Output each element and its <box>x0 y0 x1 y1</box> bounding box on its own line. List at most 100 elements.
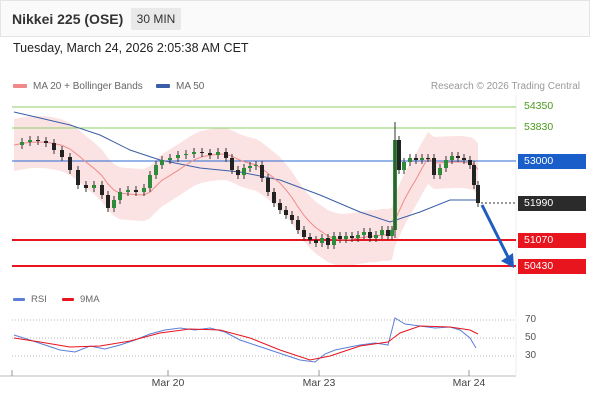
candle-body <box>208 153 212 155</box>
candle-body <box>468 160 472 165</box>
candle-body <box>118 192 122 200</box>
candle-body <box>476 185 480 203</box>
instrument-title: Nikkei 225 (OSE) <box>12 11 124 27</box>
candle-body <box>92 185 96 188</box>
rsi-level-70: 70 <box>525 314 537 325</box>
candle-body <box>154 165 158 175</box>
legend-rsi-ma: 9MA <box>62 294 100 305</box>
candle-body <box>248 166 252 168</box>
candle-body <box>52 143 56 150</box>
rsi-line <box>13 317 477 363</box>
candle-body <box>200 152 204 153</box>
legend-ma20-label: MA 20 + Bollinger Bands <box>33 81 143 92</box>
rsi-ma-line <box>13 325 479 361</box>
chart-header: Nikkei 225 (OSE) 30 MIN <box>0 0 590 37</box>
candle-body <box>266 178 270 192</box>
candle-body <box>84 185 88 188</box>
legend-ma50-label: MA 50 <box>176 81 205 92</box>
candle-body <box>420 158 424 160</box>
forecast-arrow-head <box>501 253 514 268</box>
candle-body <box>230 158 234 170</box>
bollinger-band-fill <box>14 116 478 266</box>
level-53830: 53830 <box>524 121 554 133</box>
candle-body <box>126 190 130 192</box>
ma20-swatch <box>13 84 27 89</box>
candle-body <box>100 185 104 195</box>
candle-body <box>272 192 276 203</box>
candle-body <box>20 142 24 145</box>
legend-ma20: MA 20 + Bollinger Bands <box>13 81 143 92</box>
candle-body <box>308 237 312 240</box>
level-51070-badge: 51070 <box>518 233 586 248</box>
legend-rsi-label: RSI <box>31 294 47 305</box>
candle-body <box>414 158 418 160</box>
candle-body <box>278 203 282 210</box>
candle-body <box>320 238 324 243</box>
candle-body <box>344 236 348 239</box>
candle-body <box>184 154 188 155</box>
rsi-level-50: 50 <box>525 332 537 343</box>
candle-body <box>380 230 384 235</box>
rsi-level-30: 30 <box>525 350 537 361</box>
candle-body <box>192 152 196 154</box>
xaxis-label-mar23: Mar 23 <box>302 377 336 389</box>
last-price-badge: 51990 <box>518 196 586 211</box>
level-54350: 54350 <box>524 100 554 112</box>
candle-body <box>326 238 330 245</box>
ma20-line <box>13 141 479 241</box>
candle-body <box>142 188 146 192</box>
candle-body <box>36 140 40 141</box>
candle-body <box>134 190 138 192</box>
candle-body <box>444 160 448 168</box>
candle-body <box>332 236 336 245</box>
candle-body <box>224 152 228 158</box>
candle-body <box>456 156 460 158</box>
candle-body <box>426 158 430 159</box>
level-50430-badge: 50430 <box>518 259 586 274</box>
ma50-swatch <box>156 84 170 89</box>
forecast-arrow-line <box>480 204 511 260</box>
candlesticks <box>20 122 480 249</box>
candle-body <box>176 155 180 158</box>
candle-body <box>368 232 372 238</box>
candle-body <box>314 240 318 243</box>
xaxis-label-mar20: Mar 20 <box>151 377 185 389</box>
candle-body <box>236 170 240 175</box>
candle-body <box>296 220 300 230</box>
xaxis-label-mar24: Mar 24 <box>452 377 486 389</box>
candle-body <box>290 215 294 220</box>
candle-body <box>472 165 476 185</box>
candle-body <box>216 152 220 155</box>
candle-body <box>462 158 466 160</box>
candle-body <box>432 158 436 175</box>
candle-body <box>402 162 406 170</box>
candle-body <box>438 168 442 175</box>
candle-body <box>76 170 80 185</box>
legend-ma50: MA 50 <box>156 81 204 92</box>
candle-body <box>112 200 116 208</box>
candle-body <box>338 236 342 239</box>
candle-body <box>302 230 306 237</box>
rsi-swatch <box>13 297 25 301</box>
timeframe-badge[interactable]: 30 MIN <box>131 8 181 30</box>
candle-body <box>106 195 110 208</box>
candle-body <box>284 210 288 215</box>
legend-rsi-ma-label: 9MA <box>80 294 100 305</box>
candle-body <box>160 160 164 165</box>
candle-body <box>148 175 152 188</box>
legend-rsi: RSI <box>13 294 47 305</box>
candle-body <box>397 140 401 170</box>
credit-text: Research © 2026 Trading Central <box>430 81 580 92</box>
rsi-ma-swatch <box>62 297 74 301</box>
candle-body <box>350 236 354 238</box>
candle-body <box>374 235 378 238</box>
candle-body <box>68 157 72 170</box>
candle-body <box>242 168 246 175</box>
candle-body <box>168 158 172 160</box>
candle-body <box>260 165 264 178</box>
candle-body <box>362 232 366 235</box>
level-53000-badge: 53000 <box>518 154 586 169</box>
candle-body <box>386 230 390 236</box>
bollinger-bands <box>14 116 478 266</box>
